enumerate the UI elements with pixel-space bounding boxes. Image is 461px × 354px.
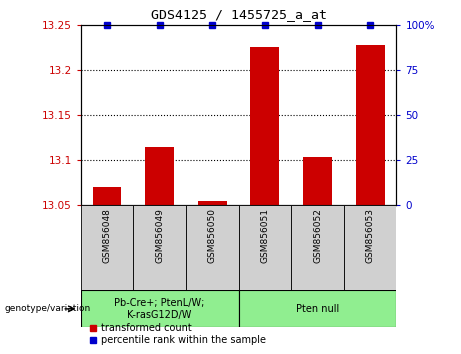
Text: GSM856051: GSM856051 — [260, 208, 269, 263]
Bar — [291, 205, 344, 290]
Legend: transformed count, percentile rank within the sample: transformed count, percentile rank withi… — [86, 319, 270, 349]
Title: GDS4125 / 1455725_a_at: GDS4125 / 1455725_a_at — [151, 8, 326, 21]
Text: GSM856053: GSM856053 — [366, 208, 375, 263]
Bar — [145, 147, 174, 205]
Text: GSM856049: GSM856049 — [155, 208, 164, 263]
Text: GSM856048: GSM856048 — [102, 208, 112, 263]
Text: GSM856050: GSM856050 — [208, 208, 217, 263]
Bar — [186, 205, 239, 290]
Bar — [356, 45, 384, 205]
Text: genotype/variation: genotype/variation — [5, 304, 91, 313]
Text: Pten null: Pten null — [296, 304, 339, 314]
Bar — [198, 201, 227, 205]
Bar — [93, 187, 121, 205]
Bar — [81, 290, 239, 327]
Bar — [133, 205, 186, 290]
Bar — [239, 290, 396, 327]
Bar — [239, 205, 291, 290]
Bar — [303, 158, 332, 205]
Bar — [81, 205, 133, 290]
Bar — [344, 205, 396, 290]
Text: GSM856052: GSM856052 — [313, 208, 322, 263]
Text: Pb-Cre+; PtenL/W;
K-rasG12D/W: Pb-Cre+; PtenL/W; K-rasG12D/W — [114, 298, 205, 320]
Bar — [250, 47, 279, 205]
